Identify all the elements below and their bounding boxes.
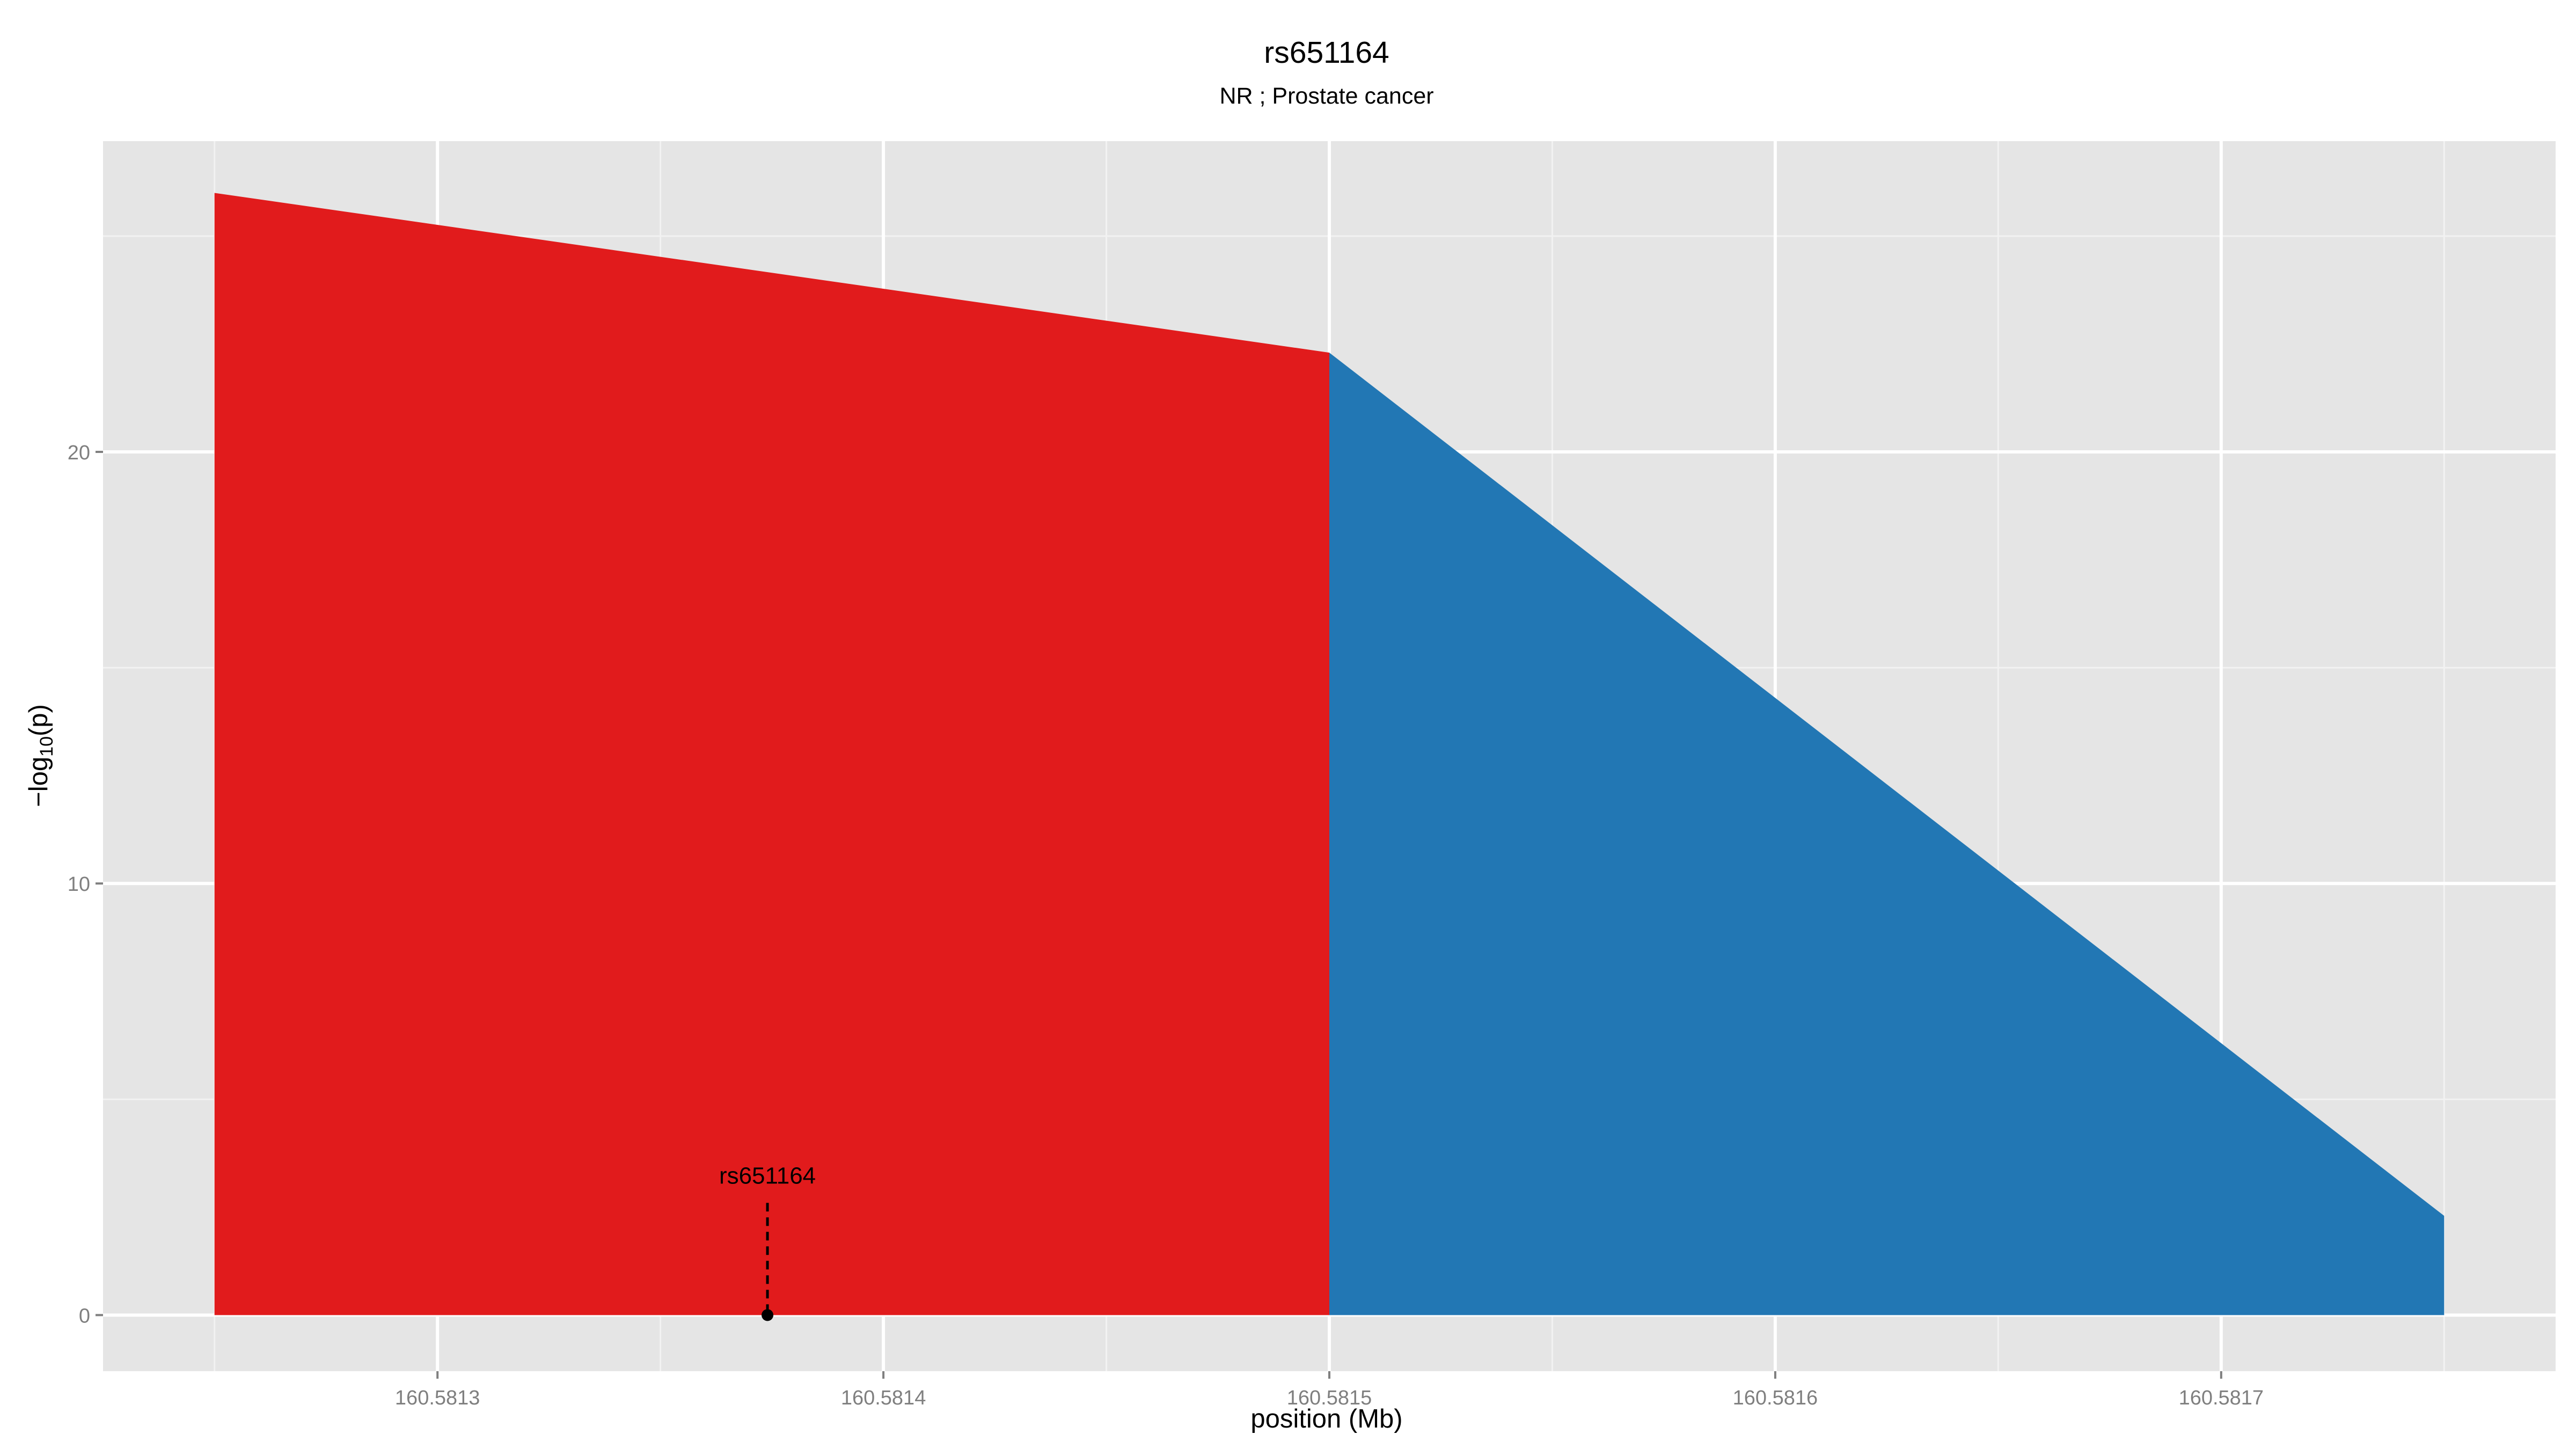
x-tick-label: 160.5814 — [841, 1387, 926, 1409]
x-axis-label: position (Mb) — [1250, 1404, 1402, 1433]
area-series-1 — [214, 193, 1330, 1315]
chart-subtitle: NR ; Prostate cancer — [1219, 83, 1433, 109]
y-tick-label: 20 — [68, 442, 90, 464]
chart-title: rs651164 — [1264, 35, 1389, 70]
y-tick-label: 0 — [79, 1305, 90, 1327]
axes: 160.5813 160.5814 160.5815 160.5816 160.5817… — [68, 442, 2264, 1409]
y-tick-label: 10 — [68, 873, 90, 896]
snp-label: rs651164 — [719, 1162, 816, 1189]
x-tick-label: 160.5816 — [1733, 1387, 1818, 1409]
x-tick-label: 160.5815 — [1287, 1387, 1372, 1409]
area-series-2 — [1329, 353, 2445, 1315]
data-areas — [214, 193, 2445, 1315]
x-tick-label: 160.5813 — [395, 1387, 480, 1409]
snp-point — [762, 1309, 774, 1321]
y-axis-label-subscript: 10 — [36, 736, 57, 757]
y-axis-label-prefix: −log — [24, 757, 53, 807]
x-tick-label: 160.5817 — [2179, 1387, 2264, 1409]
y-axis-label: −log10(p) — [24, 704, 57, 807]
y-axis-label-suffix: (p) — [24, 704, 53, 736]
annotations: rs651164 — [719, 1162, 816, 1321]
